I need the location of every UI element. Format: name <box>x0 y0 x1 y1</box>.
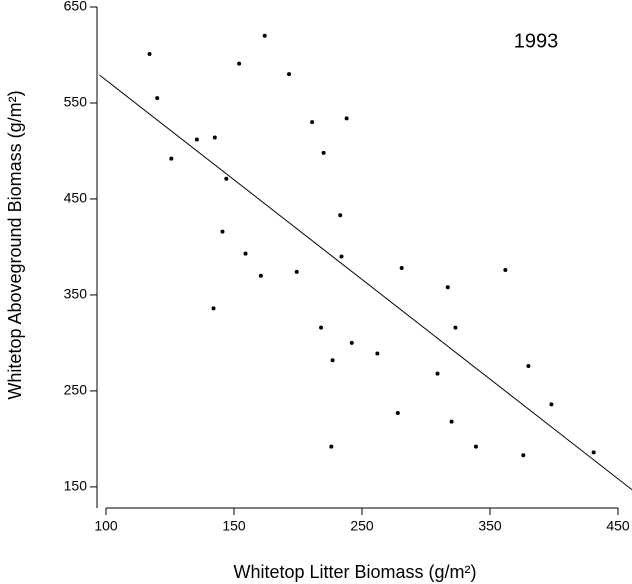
data-point <box>155 96 160 101</box>
data-point <box>435 371 440 376</box>
data-point <box>212 135 217 140</box>
data-point <box>453 325 458 330</box>
data-point <box>375 351 380 356</box>
data-point <box>319 325 324 330</box>
data-point <box>399 266 404 271</box>
data-point <box>211 306 216 311</box>
data-point <box>194 137 199 142</box>
data-point <box>344 116 349 121</box>
data-point <box>321 150 326 155</box>
data-point <box>395 410 400 415</box>
x-axis-title: Whitetop Litter Biomass (g/m²) <box>233 562 476 582</box>
y-tick-label: 250 <box>64 382 88 398</box>
data-point <box>310 120 315 125</box>
x-tick-label: 450 <box>606 518 630 534</box>
data-point <box>503 267 508 272</box>
data-point <box>521 453 526 458</box>
x-tick-label: 350 <box>478 518 502 534</box>
data-point <box>526 363 531 368</box>
data-point <box>262 33 267 38</box>
data-point <box>147 52 152 57</box>
data-point <box>224 176 229 181</box>
data-point <box>330 358 335 363</box>
y-axis-title: Whitetop Aboveground Biomass (g/m²) <box>5 90 25 399</box>
data-point <box>445 285 450 290</box>
data-point <box>473 444 478 449</box>
data-point <box>591 450 596 455</box>
data-point <box>243 251 248 256</box>
data-point <box>339 254 344 259</box>
data-point <box>220 229 225 234</box>
y-tick-label: 350 <box>64 286 88 302</box>
data-point <box>294 269 299 274</box>
data-point <box>329 444 334 449</box>
x-tick-label: 250 <box>350 518 374 534</box>
data-point <box>449 419 454 424</box>
data-point <box>169 156 174 161</box>
data-point <box>338 213 343 218</box>
y-tick-label: 150 <box>64 478 88 494</box>
x-tick-label: 100 <box>94 518 118 534</box>
data-point <box>258 273 263 278</box>
y-tick-label: 450 <box>64 190 88 206</box>
annotation: 1993 <box>514 30 559 52</box>
y-tick-label: 550 <box>64 94 88 110</box>
data-point <box>237 61 242 66</box>
data-point <box>549 402 554 407</box>
data-point <box>287 72 292 77</box>
y-tick-label: 650 <box>64 0 88 14</box>
x-tick-label: 150 <box>222 518 246 534</box>
data-point <box>349 340 354 345</box>
regression-line <box>99 74 632 491</box>
